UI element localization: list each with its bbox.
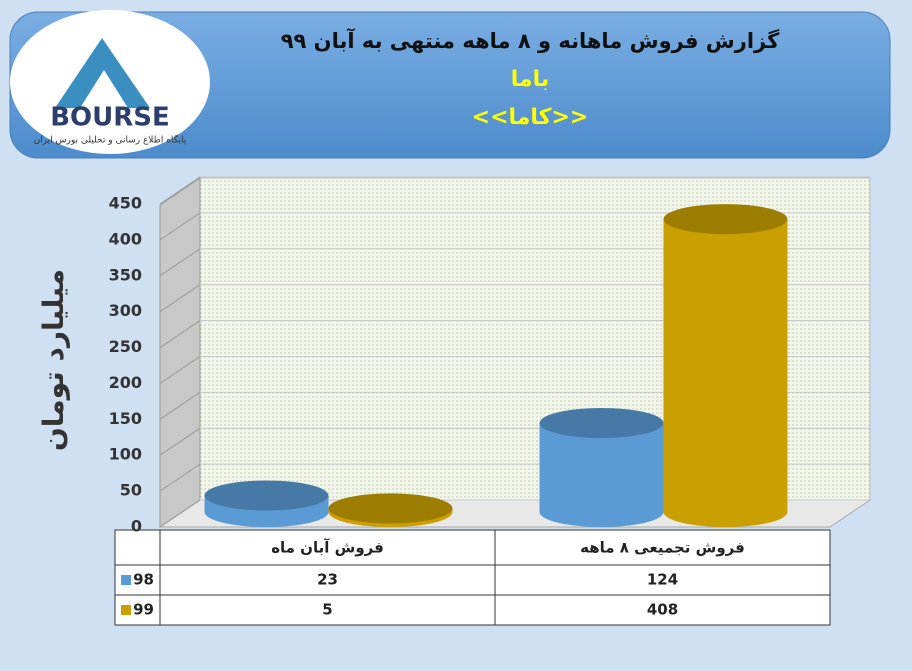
header-box [9,11,891,159]
grid-line [159,427,201,456]
chart-subtitle: باما [511,67,549,92]
x-tick-label: فروش آبان ماه [271,539,384,557]
y-axis-label: میلیارد تومان [37,269,70,451]
grid-line [159,320,201,348]
logo-mark [80,70,128,108]
table-value: 408 [647,601,678,619]
y-tick-label: 100 [109,445,142,464]
y-tick-label: 250 [109,337,142,356]
grid-line [159,248,201,277]
y-tick-label: 50 [120,481,142,500]
grid-line [159,176,201,205]
bar-top [328,493,453,524]
grid-line [159,463,201,492]
legend-label: 98 [133,571,154,589]
grid-line [159,284,201,313]
y-tick-label: 350 [109,265,142,284]
grid-line [159,356,201,384]
y-tick-label: 400 [109,229,142,248]
logo-tagline: پایگاه اطلاع رسانی و تحلیلی بورس ایران [34,134,187,146]
bar [663,219,788,527]
legend-label: 99 [133,601,154,619]
y-tick-label: 0 [131,517,142,536]
x-tick-label: فروش تجمیعی ۸ ماهه [580,539,745,557]
legend-swatch [121,575,131,585]
legend-swatch [121,605,131,615]
grid-line [159,212,201,241]
grid-line [159,499,201,528]
bar-top [663,204,788,235]
table-value: 23 [317,571,338,589]
y-tick-label: 150 [109,409,142,428]
bar [539,422,664,527]
grid-line [159,391,201,420]
y-tick-label: 300 [109,301,142,320]
chart-subtitle: <<کاما>> [472,105,589,130]
table-value: 5 [322,601,332,619]
table-frame [114,529,831,626]
side-wall [159,177,201,528]
chart-title: گزارش فروش ماهانه و ۸ ماهه منتهی به آبان… [281,28,780,53]
data-table [114,529,831,626]
logo-text: BOURSE [50,103,170,133]
bar-top [539,407,664,438]
table-value: 124 [647,571,678,589]
y-tick-label: 450 [109,194,142,213]
bar-top [204,480,329,511]
y-tick-label: 200 [109,373,142,392]
